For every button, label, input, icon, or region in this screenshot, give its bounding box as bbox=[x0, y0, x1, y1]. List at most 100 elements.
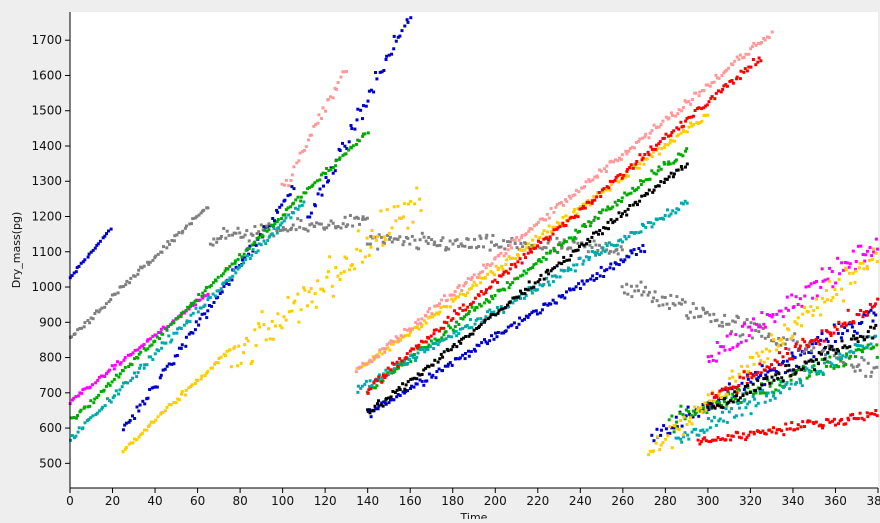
data-point bbox=[780, 376, 784, 380]
data-point bbox=[424, 239, 428, 243]
data-point bbox=[201, 296, 205, 300]
data-point bbox=[358, 222, 361, 226]
data-point bbox=[497, 309, 501, 313]
data-point bbox=[307, 138, 310, 142]
data-point bbox=[868, 258, 872, 262]
data-point bbox=[595, 251, 599, 255]
data-point bbox=[149, 355, 152, 359]
data-point bbox=[796, 303, 800, 306]
data-point bbox=[216, 275, 220, 279]
data-point bbox=[442, 350, 446, 354]
data-point bbox=[781, 379, 785, 383]
data-point bbox=[355, 247, 359, 251]
data-point bbox=[840, 418, 844, 421]
data-point bbox=[814, 420, 818, 424]
data-point bbox=[790, 421, 794, 425]
data-point bbox=[545, 276, 549, 280]
data-point bbox=[787, 308, 790, 312]
data-point bbox=[613, 200, 617, 204]
data-point bbox=[302, 148, 306, 152]
data-point bbox=[390, 52, 394, 56]
data-point bbox=[152, 420, 156, 424]
data-point bbox=[508, 300, 512, 304]
data-point bbox=[770, 375, 774, 379]
data-point bbox=[707, 100, 711, 104]
data-point bbox=[177, 398, 181, 402]
data-point bbox=[478, 302, 481, 306]
data-point bbox=[587, 258, 591, 261]
data-point bbox=[524, 314, 528, 318]
data-point bbox=[831, 296, 835, 299]
data-point bbox=[552, 210, 556, 214]
data-point bbox=[367, 89, 371, 93]
data-point bbox=[153, 352, 157, 356]
x-tick-label: 160 bbox=[399, 494, 422, 508]
data-point bbox=[673, 424, 677, 428]
data-point bbox=[622, 291, 626, 295]
data-point bbox=[737, 57, 741, 61]
data-point bbox=[681, 106, 685, 109]
data-point bbox=[114, 373, 118, 377]
data-point bbox=[161, 410, 165, 414]
data-point bbox=[257, 242, 261, 246]
data-point bbox=[193, 299, 197, 303]
data-point bbox=[526, 288, 530, 292]
data-point bbox=[617, 199, 620, 202]
data-point bbox=[372, 90, 376, 94]
data-point bbox=[479, 317, 483, 321]
data-point bbox=[831, 419, 834, 423]
data-point bbox=[184, 309, 188, 312]
data-point bbox=[78, 410, 82, 414]
data-point bbox=[395, 395, 399, 399]
data-point bbox=[598, 229, 602, 232]
data-point bbox=[764, 373, 768, 377]
data-point bbox=[869, 308, 873, 312]
data-point bbox=[746, 364, 749, 368]
data-point bbox=[677, 208, 681, 212]
data-point bbox=[794, 342, 798, 346]
data-point bbox=[194, 320, 198, 324]
data-point bbox=[671, 209, 675, 213]
data-point bbox=[671, 302, 675, 306]
data-point bbox=[142, 264, 146, 268]
data-point bbox=[200, 312, 204, 316]
data-point bbox=[717, 324, 721, 328]
data-point bbox=[873, 412, 877, 416]
data-point bbox=[433, 304, 437, 308]
data-point bbox=[805, 367, 809, 371]
data-point bbox=[716, 436, 720, 439]
data-point bbox=[510, 246, 513, 250]
data-point bbox=[666, 432, 670, 436]
data-point bbox=[251, 248, 255, 252]
data-point bbox=[475, 327, 479, 330]
data-point bbox=[718, 417, 722, 421]
data-point bbox=[385, 54, 389, 58]
data-point bbox=[758, 387, 762, 390]
data-point bbox=[315, 179, 319, 183]
data-point bbox=[815, 294, 819, 298]
data-point bbox=[402, 215, 405, 219]
data-point bbox=[118, 372, 122, 376]
data-point bbox=[716, 393, 720, 397]
data-point bbox=[377, 375, 381, 379]
data-point bbox=[377, 378, 381, 382]
data-point bbox=[548, 251, 552, 255]
data-point bbox=[556, 251, 560, 254]
data-point bbox=[668, 162, 672, 166]
data-point bbox=[771, 313, 775, 317]
data-point bbox=[470, 276, 474, 279]
data-point bbox=[528, 313, 532, 317]
data-point bbox=[611, 221, 615, 225]
data-point bbox=[320, 117, 323, 120]
data-point bbox=[366, 410, 370, 414]
y-tick-label: 1600 bbox=[31, 68, 62, 82]
data-point bbox=[438, 310, 442, 314]
data-point bbox=[823, 300, 827, 304]
data-point bbox=[698, 442, 702, 446]
data-point bbox=[506, 303, 509, 307]
data-point bbox=[817, 372, 821, 376]
data-point bbox=[584, 255, 588, 259]
data-point bbox=[633, 189, 637, 193]
data-point bbox=[482, 245, 485, 249]
data-point bbox=[614, 158, 617, 162]
